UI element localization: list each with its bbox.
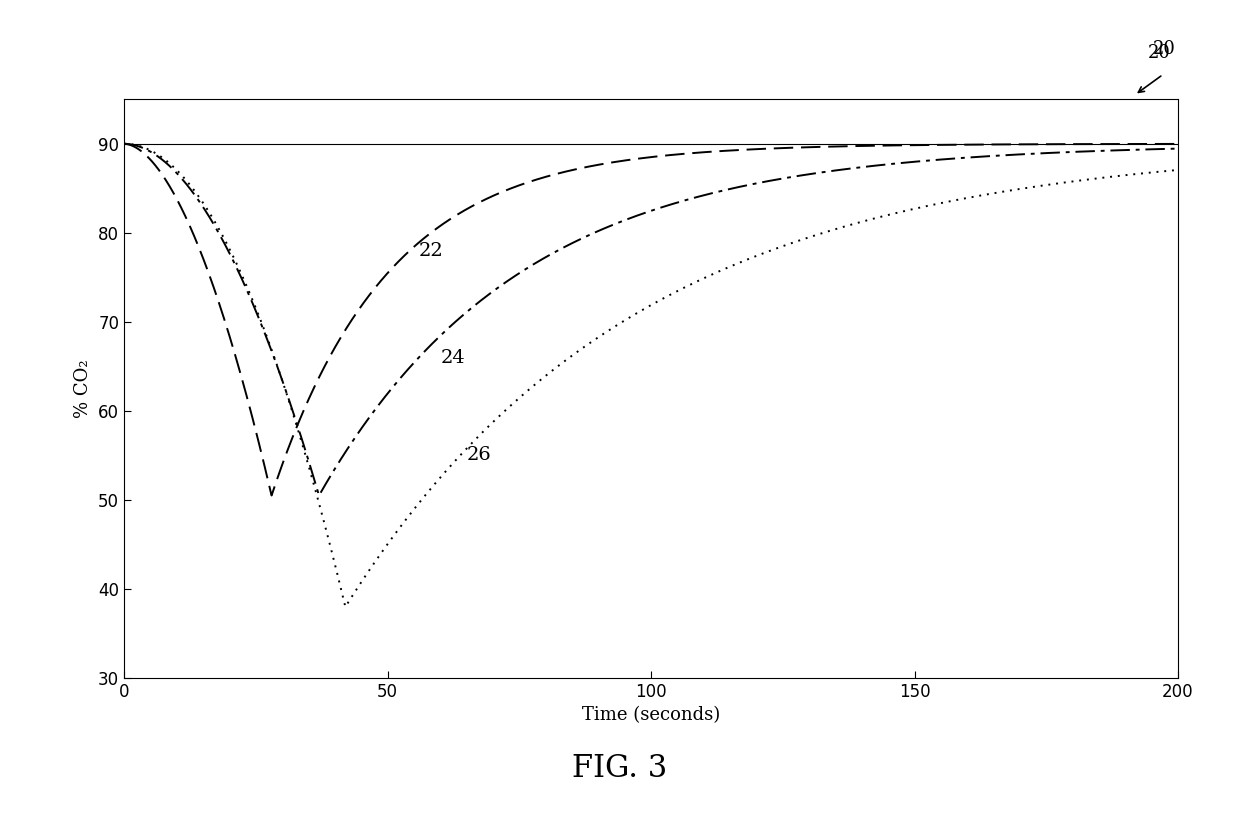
- Text: 24: 24: [440, 348, 465, 366]
- Text: 22: 22: [419, 241, 444, 260]
- Text: 20: 20: [1148, 44, 1171, 62]
- Text: FIG. 3: FIG. 3: [573, 753, 667, 784]
- X-axis label: Time (seconds): Time (seconds): [582, 706, 720, 724]
- Text: 20: 20: [1153, 40, 1176, 58]
- Text: 26: 26: [466, 447, 491, 465]
- Y-axis label: % CO₂: % CO₂: [74, 360, 93, 418]
